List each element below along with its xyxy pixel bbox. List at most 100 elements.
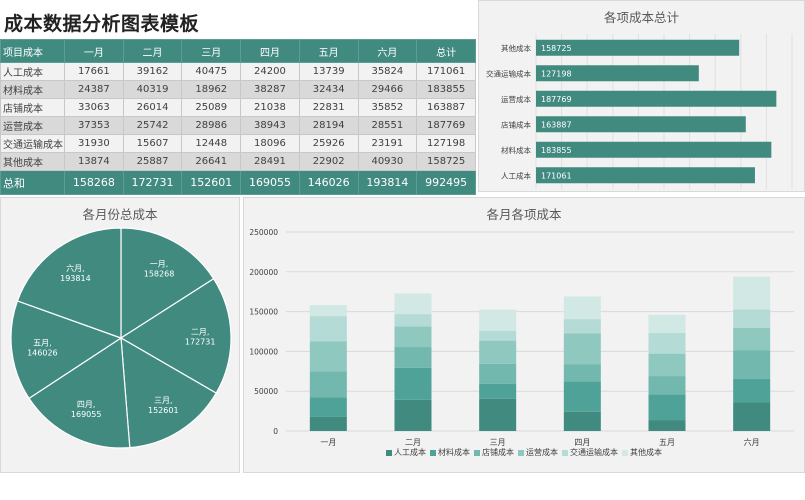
bar-value-label: 187769 <box>541 95 572 104</box>
legend-swatch-icon <box>518 449 524 456</box>
bar <box>536 116 746 133</box>
bar <box>536 65 699 82</box>
stacked-bar-segment <box>309 305 347 317</box>
table-cell: 15607 <box>122 134 183 153</box>
table-cell: 33063 <box>64 98 124 117</box>
pie-slice <box>16 227 122 339</box>
chart-title: 各项成本总计 <box>603 10 679 25</box>
cost-total-chart: 各项成本总计 其他成本 158725 交通运输成本 127198 运营成本 187769 店… <box>478 0 805 192</box>
stacked-bar-segment <box>733 350 771 380</box>
stacked-bar-segment <box>479 309 517 331</box>
slice-value: 172731 <box>185 337 216 346</box>
table-cell: 23191 <box>357 134 418 153</box>
category-label: 运营成本 <box>501 94 531 104</box>
legend-item: 运营成本 <box>518 448 558 457</box>
table-header-row: 项目成本 一月 二月 三月 四月 五月 六月 总计 <box>0 39 476 63</box>
table-cell: 25887 <box>122 152 183 171</box>
row-label: 运营成本 <box>0 116 65 135</box>
pie-slice <box>119 277 232 394</box>
table-cell: 35824 <box>357 62 418 81</box>
stacked-bar-segment <box>479 383 517 399</box>
total-cell: 169055 <box>240 170 300 195</box>
total-cell: 146026 <box>298 170 359 195</box>
table-row: 交通运输成本 31930 15607 12448 18096 25926 23191 1271… <box>0 134 476 153</box>
table-cell: 38287 <box>240 80 300 99</box>
table-cell: 24200 <box>240 62 300 81</box>
table-cell: 17661 <box>64 62 124 81</box>
header-cell: 总计 <box>416 39 476 63</box>
table-cell: 32434 <box>298 80 359 99</box>
slice-value: 193814 <box>60 274 91 283</box>
stacked-bar-segment <box>479 330 517 341</box>
table-cell: 171061 <box>416 62 476 81</box>
y-tick-label: 150000 <box>249 308 278 317</box>
stacked-bar-segment <box>733 402 771 431</box>
y-tick-label: 50000 <box>254 387 278 396</box>
table-row: 材料成本 24387 40319 18962 38287 32434 29466 183855 <box>0 80 476 99</box>
table-cell: 28491 <box>240 152 300 171</box>
page-title: 成本数据分析图表模板 <box>4 13 200 35</box>
row-label: 材料成本 <box>0 80 65 99</box>
table-cell: 183855 <box>416 80 476 99</box>
stacked-bar-segment <box>648 353 686 377</box>
header-cell: 四月 <box>240 39 300 63</box>
slice-value: 158268 <box>144 270 175 279</box>
category-label: 店铺成本 <box>501 119 531 129</box>
table-cell: 22831 <box>298 98 359 117</box>
table-cell: 21038 <box>240 98 300 117</box>
stacked-bar-segment <box>648 420 686 431</box>
stacked-bar-segment <box>479 398 517 431</box>
legend-item: 材料成本 <box>430 448 470 457</box>
table-cell: 25742 <box>122 116 183 135</box>
table-cell: 26641 <box>181 152 242 171</box>
legend-item: 交通运输成本 <box>562 448 618 457</box>
slice-value: 152601 <box>148 406 179 415</box>
category-label: 其他成本 <box>501 43 531 53</box>
stacked-bar-segment <box>648 332 686 354</box>
bar <box>536 90 777 107</box>
row-label: 交通运输成本 <box>0 134 65 153</box>
header-cell: 二月 <box>122 39 183 63</box>
stacked-bar-segment <box>733 309 771 328</box>
slice-label: 一月, <box>150 260 169 269</box>
table-cell: 38943 <box>240 116 300 135</box>
header-cell: 六月 <box>357 39 418 63</box>
stacked-bar-segment <box>648 376 686 395</box>
category-label: 交通运输成本 <box>486 68 531 78</box>
table-cell: 26014 <box>122 98 183 117</box>
header-cell: 一月 <box>64 39 124 63</box>
category-label: 人工成本 <box>501 170 531 180</box>
table-cell: 29466 <box>357 80 418 99</box>
total-cell: 172731 <box>122 170 183 195</box>
table-cell: 31930 <box>64 134 124 153</box>
bar-value-label: 183855 <box>541 146 572 155</box>
stacked-bar-segment <box>648 314 686 333</box>
chart-legend: 人工成本 材料成本 店铺成本 运营成本 交通运输成本 其他成本 <box>244 447 804 458</box>
x-tick-label: 六月 <box>744 437 760 447</box>
cost-table: 项目成本 一月 二月 三月 四月 五月 六月 总计 人工成本 17661 39162… <box>0 39 476 195</box>
stacked-bar-segment <box>394 367 432 400</box>
legend-label: 交通运输成本 <box>570 448 618 457</box>
pie-slice <box>120 227 215 340</box>
legend-label: 材料成本 <box>438 448 470 457</box>
header-cell: 三月 <box>181 39 242 63</box>
stacked-bar-segment <box>563 411 601 431</box>
header-cell: 五月 <box>298 39 359 63</box>
table-row: 其他成本 13874 25887 26641 28491 22902 40930 158725 <box>0 152 476 171</box>
legend-item: 人工成本 <box>386 448 426 457</box>
row-label: 总和 <box>0 170 65 195</box>
table-row: 店铺成本 33063 26014 25089 21038 22831 35852 163887 <box>0 98 476 117</box>
total-cell: 992495 <box>416 170 476 195</box>
total-cell: 158268 <box>64 170 124 195</box>
stacked-bar-segment <box>733 276 771 310</box>
stacked-bar-segment <box>733 379 771 403</box>
stacked-bar-segment <box>648 394 686 421</box>
slice-label: 二月, <box>191 327 210 336</box>
x-tick-label: 五月 <box>659 438 675 447</box>
table-cell: 22902 <box>298 152 359 171</box>
table-cell: 13739 <box>298 62 359 81</box>
stacked-bar-segment <box>733 327 771 351</box>
bar-value-label: 171061 <box>541 171 572 180</box>
stacked-bar-segment <box>309 397 347 417</box>
bar <box>536 141 772 158</box>
